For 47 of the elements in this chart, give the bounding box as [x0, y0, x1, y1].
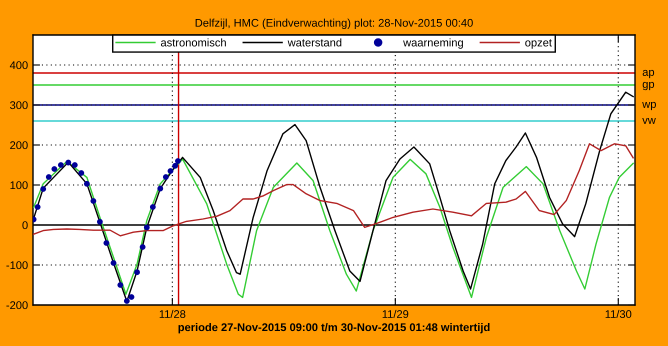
point: [128, 294, 134, 300]
point: [103, 240, 110, 246]
point: [175, 158, 181, 164]
legend-label: astronomisch: [160, 38, 226, 46]
legend-label: waterstand: [288, 38, 342, 46]
point: [134, 269, 140, 276]
y-tick-label: -200: [6, 301, 28, 310]
point: [150, 204, 156, 210]
point: [84, 180, 90, 187]
point: [65, 160, 72, 166]
chart-title: Delfzijl, HMC (Eindverwachting) plot: 28-Nov-2015 00:40: [196, 18, 473, 29]
x-tick-label: 11/28: [160, 310, 186, 318]
y-tick-label: 300: [10, 101, 28, 110]
legend-label: opzet: [525, 39, 552, 49]
point: [78, 170, 84, 176]
y-tick-label: 100: [10, 181, 28, 190]
y-tick-label: -100: [6, 261, 28, 270]
point: [46, 174, 52, 180]
ref-line-label: wp: [642, 102, 656, 110]
point: [168, 168, 174, 174]
point: [157, 186, 164, 192]
y-tick-label: 200: [10, 141, 28, 150]
point: [58, 162, 64, 168]
point: [90, 198, 96, 204]
point: [162, 174, 169, 180]
point: [51, 166, 58, 172]
ref-line-label: gp: [642, 82, 654, 90]
line-series: [33, 158, 634, 298]
point: [117, 282, 124, 288]
point: [34, 204, 41, 210]
point: [72, 162, 78, 168]
point: [110, 260, 116, 266]
x-axis-title: periode 27-Nov-2015 09:00 t/m 30-Nov-2015 01:48 wintertijd: [178, 322, 490, 334]
point: [124, 298, 130, 304]
point: [40, 186, 46, 192]
y-tick-label: 0: [22, 221, 28, 230]
x-tick-label: 11/30: [606, 310, 632, 318]
ref-line-label: vw: [642, 118, 656, 124]
point: [140, 244, 146, 250]
line-series: [33, 143, 634, 236]
ref-line-label: ap: [642, 70, 654, 78]
x-tick-label: 11/29: [382, 310, 408, 318]
y-tick-label: 400: [10, 61, 28, 70]
point: [96, 218, 103, 225]
point: [172, 162, 178, 169]
legend-label: waarneming: [403, 38, 463, 49]
point: [144, 224, 150, 230]
